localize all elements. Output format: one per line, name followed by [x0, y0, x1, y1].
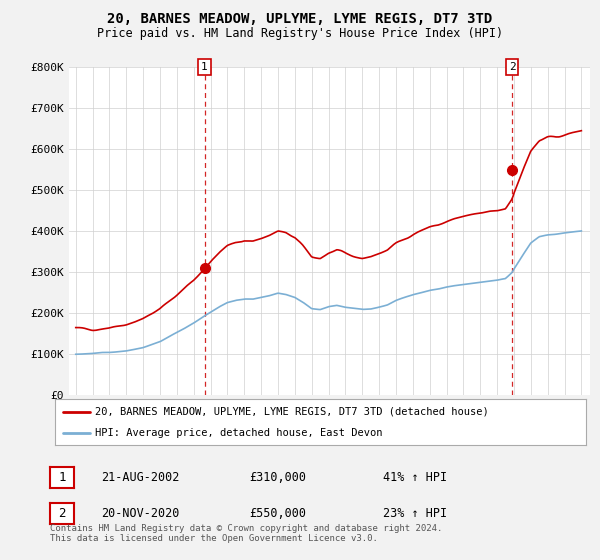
Text: HPI: Average price, detached house, East Devon: HPI: Average price, detached house, East…: [95, 428, 383, 438]
Text: 20-NOV-2020: 20-NOV-2020: [101, 507, 179, 520]
Text: 41% ↑ HPI: 41% ↑ HPI: [383, 471, 447, 484]
Text: 21-AUG-2002: 21-AUG-2002: [101, 471, 179, 484]
Text: 1: 1: [201, 62, 208, 72]
Text: 20, BARNES MEADOW, UPLYME, LYME REGIS, DT7 3TD (detached house): 20, BARNES MEADOW, UPLYME, LYME REGIS, D…: [95, 407, 489, 417]
Text: 2: 2: [58, 507, 65, 520]
Text: 2: 2: [509, 62, 515, 72]
Text: 23% ↑ HPI: 23% ↑ HPI: [383, 507, 447, 520]
Text: 20, BARNES MEADOW, UPLYME, LYME REGIS, DT7 3TD: 20, BARNES MEADOW, UPLYME, LYME REGIS, D…: [107, 12, 493, 26]
Text: £310,000: £310,000: [249, 471, 306, 484]
Text: Price paid vs. HM Land Registry's House Price Index (HPI): Price paid vs. HM Land Registry's House …: [97, 27, 503, 40]
Text: £550,000: £550,000: [249, 507, 306, 520]
Text: 1: 1: [58, 471, 65, 484]
Text: Contains HM Land Registry data © Crown copyright and database right 2024.
This d: Contains HM Land Registry data © Crown c…: [50, 524, 442, 543]
